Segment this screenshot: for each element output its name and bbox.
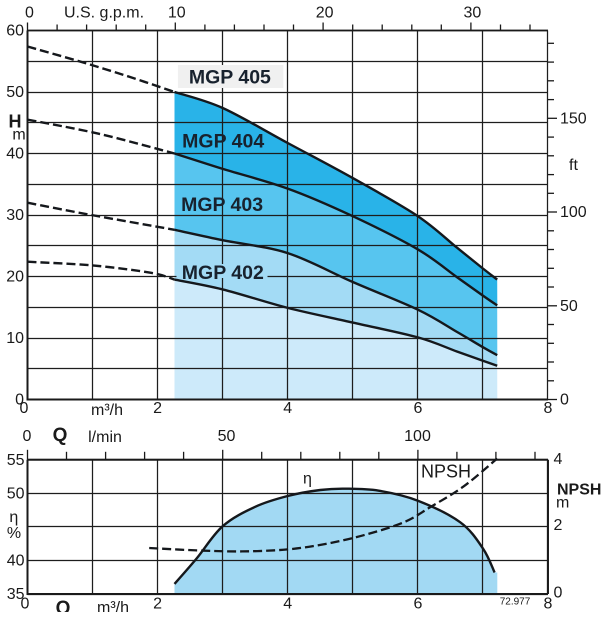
svg-text:40: 40 bbox=[6, 146, 24, 163]
svg-text:0: 0 bbox=[21, 596, 30, 613]
svg-text:η: η bbox=[9, 509, 18, 526]
svg-text:H: H bbox=[9, 112, 22, 132]
svg-text:60: 60 bbox=[6, 23, 24, 40]
svg-text:NPSH: NPSH bbox=[557, 482, 601, 499]
svg-text:m: m bbox=[556, 495, 569, 512]
svg-text:MGP 403: MGP 403 bbox=[181, 194, 263, 216]
svg-text:2: 2 bbox=[554, 517, 563, 534]
svg-text:50: 50 bbox=[6, 84, 24, 101]
svg-text:%: % bbox=[7, 525, 21, 542]
svg-text:72.977: 72.977 bbox=[500, 597, 531, 608]
svg-text:100: 100 bbox=[404, 428, 431, 445]
svg-text:4: 4 bbox=[554, 451, 563, 468]
svg-text:m³/h: m³/h bbox=[97, 600, 129, 613]
svg-text:0: 0 bbox=[560, 392, 569, 409]
svg-text:MGP 405: MGP 405 bbox=[189, 67, 271, 89]
svg-text:4: 4 bbox=[283, 596, 292, 613]
svg-text:m³/h: m³/h bbox=[91, 402, 123, 419]
svg-text:0: 0 bbox=[23, 428, 32, 445]
svg-text:50: 50 bbox=[218, 428, 236, 445]
svg-text:10: 10 bbox=[6, 330, 24, 347]
svg-text:6: 6 bbox=[413, 596, 422, 613]
svg-text:m: m bbox=[12, 127, 25, 144]
svg-text:U.S. g.p.m.: U.S. g.p.m. bbox=[64, 5, 144, 22]
svg-text:35: 35 bbox=[7, 586, 25, 603]
svg-text:2: 2 bbox=[153, 400, 162, 417]
svg-text:30: 30 bbox=[464, 5, 482, 22]
svg-text:20: 20 bbox=[6, 269, 24, 286]
svg-text:ft: ft bbox=[569, 157, 578, 174]
svg-text:55: 55 bbox=[7, 452, 25, 469]
svg-text:40: 40 bbox=[7, 553, 25, 570]
svg-text:50: 50 bbox=[560, 298, 578, 315]
svg-text:50: 50 bbox=[7, 486, 25, 503]
svg-text:l/min: l/min bbox=[88, 429, 122, 446]
svg-text:6: 6 bbox=[413, 400, 422, 417]
svg-text:20: 20 bbox=[316, 5, 334, 22]
svg-text:10: 10 bbox=[168, 5, 186, 22]
svg-text:4: 4 bbox=[283, 400, 292, 417]
svg-text:NPSH: NPSH bbox=[421, 462, 471, 482]
svg-text:Q: Q bbox=[53, 425, 68, 446]
svg-text:30: 30 bbox=[6, 207, 24, 224]
svg-text:0: 0 bbox=[15, 392, 24, 409]
svg-text:0: 0 bbox=[25, 5, 34, 22]
svg-text:8: 8 bbox=[544, 596, 553, 613]
svg-text:Q: Q bbox=[56, 598, 71, 612]
svg-text:η: η bbox=[303, 471, 312, 488]
svg-text:0: 0 bbox=[20, 400, 29, 417]
svg-text:MGP 404: MGP 404 bbox=[182, 131, 264, 153]
svg-text:100: 100 bbox=[560, 204, 587, 221]
svg-text:2: 2 bbox=[153, 596, 162, 613]
svg-text:8: 8 bbox=[544, 400, 553, 417]
svg-text:MGP 402: MGP 402 bbox=[182, 262, 264, 284]
svg-text:0: 0 bbox=[554, 585, 563, 602]
svg-text:150: 150 bbox=[560, 110, 587, 127]
